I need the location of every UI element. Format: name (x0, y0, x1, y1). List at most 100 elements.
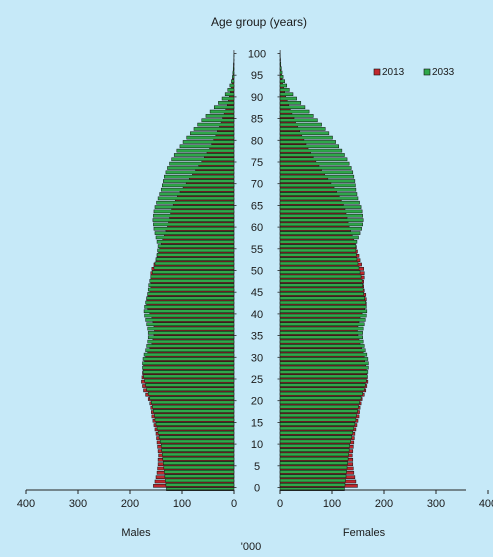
bar-female-2033-age-15 (279, 422, 356, 426)
bar-female-2033-age-53 (279, 257, 358, 261)
bar-female-2033-age-69 (279, 187, 357, 192)
bar-male-2033-age-34 (147, 339, 235, 344)
bar-female-2033-age-34 (279, 339, 364, 344)
age-tick-label-65: 65 (251, 200, 263, 212)
bar-male-2033-age-55 (157, 248, 235, 253)
bar-male-2033-age-6 (163, 461, 235, 465)
bar-male-2033-age-90 (221, 96, 235, 101)
age-tick-label-25: 25 (251, 374, 263, 386)
bar-female-2033-age-72 (279, 174, 355, 179)
bar-male-2033-age-51 (153, 266, 235, 270)
bar-female-2033-age-57 (279, 239, 358, 244)
bar-male-2033-age-91 (224, 92, 235, 97)
age-tick-label-80: 80 (251, 135, 263, 147)
bar-female-2033-age-11 (279, 439, 351, 444)
bar-male-2033-age-63 (153, 213, 235, 218)
bar-female-2033-age-85 (279, 118, 318, 123)
bar-male-2033-age-96 (232, 70, 235, 75)
age-tick-label-100: 100 (248, 49, 266, 61)
bar-male-2033-age-38 (146, 322, 235, 327)
bar-female-2033-age-51 (279, 266, 360, 270)
bar-female-2033-age-75 (279, 161, 350, 166)
bar-male-2033-age-40 (144, 313, 235, 318)
unit-label: '000 (241, 541, 261, 553)
bar-male-2033-age-42 (144, 305, 235, 309)
legend-label-2033: 2033 (432, 67, 455, 78)
bar-male-2033-age-31 (143, 352, 235, 357)
bar-female-2033-age-71 (279, 179, 356, 183)
bar-female-2033-age-7 (279, 456, 349, 461)
age-tick-label-15: 15 (251, 417, 263, 429)
bar-male-2033-age-28 (142, 365, 235, 370)
bar-female-2033-age-19 (279, 404, 359, 409)
bar-female-2033-age-54 (279, 252, 357, 257)
bar-female-2033-age-62 (279, 218, 364, 222)
bar-male-2033-age-26 (143, 374, 235, 379)
bar-male-2033-age-62 (152, 218, 235, 222)
bar-male-2033-age-22 (147, 391, 235, 396)
bar-female-2033-age-56 (279, 244, 357, 248)
bar-male-2033-age-86 (205, 114, 235, 118)
bar-male-2033-age-84 (197, 122, 235, 127)
bar-male-2033-age-14 (156, 426, 235, 431)
age-tick-label-75: 75 (251, 157, 263, 169)
bar-male-2033-age-54 (156, 252, 235, 257)
bar-female-2033-age-48 (279, 279, 363, 283)
bar-male-2033-age-0 (166, 487, 235, 491)
bar-male-2033-age-32 (145, 348, 235, 353)
bar-female-2033-age-77 (279, 153, 345, 157)
bar-female-2033-age-93 (279, 83, 288, 88)
age-tick-label-30: 30 (251, 352, 263, 364)
bar-female-2033-age-14 (279, 426, 355, 431)
bar-female-2033-age-10 (279, 443, 350, 448)
bar-female-2033-age-91 (279, 92, 294, 97)
x-tick-label-males-0: 0 (231, 498, 237, 510)
bar-male-2033-age-4 (164, 469, 235, 474)
x-tick-label-females-400: 400 (479, 498, 493, 510)
x-tick-label-females-200: 200 (375, 498, 393, 510)
bar-male-2033-age-5 (163, 465, 235, 470)
bar-female-2033-age-27 (279, 370, 369, 374)
bar-female-2033-age-67 (279, 196, 359, 201)
bar-female-2033-age-4 (279, 469, 347, 474)
x-tick-label-males-100: 100 (173, 498, 191, 510)
bar-female-2033-age-88 (279, 105, 306, 110)
bar-male-2033-age-85 (201, 118, 235, 123)
bar-female-2033-age-41 (279, 309, 368, 314)
bar-female-2033-age-43 (279, 300, 367, 305)
bar-male-2033-age-39 (145, 318, 235, 322)
age-tick-label-55: 55 (251, 244, 263, 256)
bar-female-2033-age-97 (279, 66, 282, 70)
bar-female-2033-age-31 (279, 352, 368, 357)
bar-male-2033-age-52 (154, 261, 235, 266)
x-tick-label-females-100: 100 (323, 498, 341, 510)
bar-male-2033-age-94 (231, 79, 235, 83)
bar-male-2033-age-87 (209, 109, 235, 114)
bar-female-2033-age-76 (279, 157, 348, 162)
legend-label-2013: 2013 (382, 67, 405, 78)
bar-male-2033-age-15 (155, 422, 235, 426)
bar-male-2033-age-16 (154, 417, 235, 422)
bar-female-2033-age-84 (279, 122, 322, 127)
bars-layer (141, 50, 369, 491)
bar-male-2033-age-88 (213, 105, 235, 110)
bar-male-2033-age-93 (229, 83, 235, 88)
bar-female-2033-age-90 (279, 96, 297, 101)
bar-female-2033-age-66 (279, 200, 360, 205)
bar-female-2033-age-38 (279, 322, 365, 327)
bar-male-2033-age-3 (164, 474, 235, 478)
bar-male-2033-age-46 (147, 287, 235, 292)
bar-female-2033-age-45 (279, 292, 364, 296)
bar-male-2033-age-36 (147, 331, 235, 335)
bar-male-2033-age-59 (154, 231, 235, 235)
bar-male-2033-age-53 (155, 257, 235, 261)
bar-male-2033-age-47 (148, 283, 235, 287)
bar-male-2033-age-7 (162, 456, 235, 461)
bar-female-2033-age-46 (279, 287, 364, 292)
bar-female-2033-age-49 (279, 274, 362, 279)
bar-female-2033-age-50 (279, 270, 361, 274)
bar-male-2033-age-44 (146, 296, 235, 300)
bar-male-2033-age-71 (163, 179, 235, 183)
bar-male-2033-age-13 (157, 430, 235, 435)
